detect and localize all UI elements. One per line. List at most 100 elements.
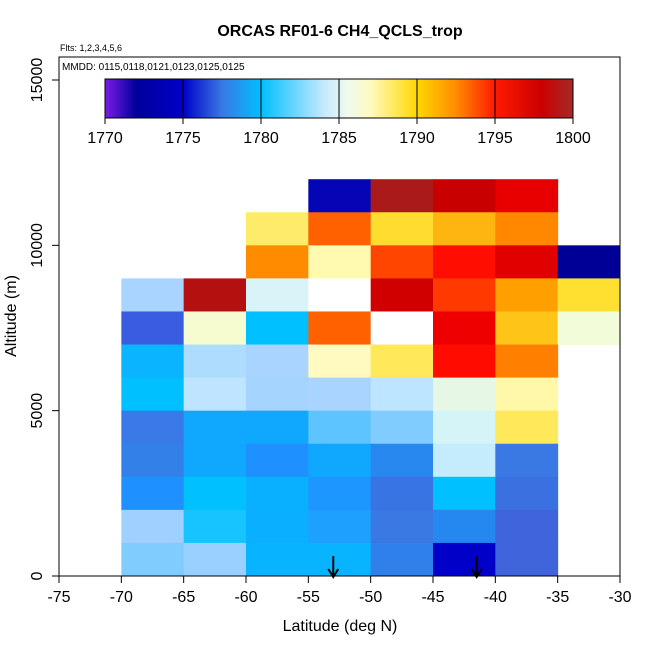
heatmap-cell — [308, 509, 372, 544]
heatmap-cell — [495, 476, 559, 511]
arrow-markers — [327, 556, 483, 579]
heatmap-cell — [495, 410, 559, 445]
arrow-head — [327, 568, 340, 579]
heatmap-cell — [308, 410, 372, 445]
heatmap-cell — [433, 245, 496, 279]
heatmap-cell — [495, 311, 559, 346]
heatmap-cell — [370, 410, 434, 445]
y-tick-label: 0 — [29, 571, 46, 580]
x-tick-label: -45 — [421, 589, 444, 606]
x-tick-label: -35 — [546, 589, 569, 606]
heatmap-cell — [557, 278, 621, 312]
heatmap-cell — [495, 245, 559, 279]
heatmap-cell — [121, 344, 185, 379]
heatmap-cell — [246, 443, 309, 478]
down-arrow-icon — [327, 556, 340, 579]
heatmap-cell — [183, 476, 247, 511]
y-axis: 0 5000 10000 15000 — [29, 58, 59, 580]
heatmap-cell — [183, 344, 247, 379]
heatmap-cell — [433, 212, 496, 246]
heatmap-cell — [433, 410, 496, 445]
heatmap-cell — [433, 443, 496, 478]
x-tick-label: -30 — [608, 589, 631, 606]
y-tick-label: 10000 — [29, 223, 46, 268]
heatmap-cell — [308, 245, 372, 279]
colorbar-tick-label: 1780 — [243, 130, 279, 147]
heatmap-cell — [246, 344, 309, 379]
heatmap-cell — [495, 509, 559, 544]
heatmap-cell — [183, 377, 247, 412]
y-tick-label: 15000 — [29, 58, 46, 103]
flights-label: Flts: 1,2,3,4,5,6 — [60, 43, 122, 53]
colorbar-tick-label: 1800 — [555, 130, 591, 147]
heatmap-cell — [557, 245, 621, 279]
heatmap-cell — [308, 377, 372, 412]
heatmap-cell — [121, 542, 185, 577]
heatmap-cell — [246, 245, 309, 279]
heatmap-cell — [121, 377, 185, 412]
heatmap-cell — [370, 245, 434, 279]
heatmap-cell — [121, 410, 185, 445]
heatmap-cell — [433, 542, 496, 577]
heatmap-cell — [246, 212, 309, 246]
heatmap-cell — [183, 311, 247, 346]
heatmap-cell — [121, 476, 185, 511]
heatmap-cell — [246, 542, 309, 577]
heatmap-cell — [557, 311, 621, 346]
heatmap-cell — [246, 509, 309, 544]
heatmap-cell — [308, 179, 372, 213]
x-tick-label: -40 — [484, 589, 507, 606]
x-axis-label: Latitude (deg N) — [283, 618, 398, 635]
heatmap-cell — [433, 278, 496, 312]
colorbar-tick-label: 1785 — [321, 130, 357, 147]
heatmap-cell — [370, 212, 434, 246]
y-axis-label: Altitude (m) — [3, 275, 20, 357]
heatmap-cell — [308, 443, 372, 478]
heatmap-cell — [433, 476, 496, 511]
heatmap-cell — [183, 509, 247, 544]
heatmap-cell — [183, 443, 247, 478]
heatmap-cell — [246, 311, 309, 346]
heatmap-cell — [246, 278, 309, 312]
x-tick-label: -55 — [297, 589, 320, 606]
heatmap-cell — [308, 542, 372, 577]
x-tick-label: -75 — [47, 589, 70, 606]
heatmap-cell — [495, 377, 559, 412]
heatmap-cell — [370, 344, 434, 379]
heatmap-cell — [433, 311, 496, 346]
heatmap-cell — [370, 476, 434, 511]
heatmap-cells — [121, 179, 621, 577]
colorbar-tick-label: 1770 — [87, 130, 123, 147]
heatmap-cell — [370, 311, 434, 346]
x-axis: -75 -70 -65 -60 -55 -50 -45 -40 -35 -30 — [47, 576, 632, 606]
heatmap-cell — [246, 476, 309, 511]
x-tick-label: -60 — [234, 589, 257, 606]
colorbar-tick-label: 1790 — [399, 130, 435, 147]
x-tick-label: -70 — [110, 589, 133, 606]
heatmap-cell — [183, 410, 247, 445]
chart-title: ORCAS RF01-6 CH4_QCLS_trop — [217, 23, 463, 40]
heatmap-cell — [495, 278, 559, 312]
heatmap-cell — [121, 311, 185, 346]
heatmap-cell — [121, 509, 185, 544]
colorbar: 1770 1775 1780 1785 1790 1795 1800 — [87, 78, 591, 147]
plot-frame — [58, 56, 621, 577]
heatmap-cell — [433, 377, 496, 412]
heatmap-cell — [308, 278, 372, 312]
heatmap-cell — [246, 377, 309, 412]
x-tick-label: -65 — [172, 589, 195, 606]
heatmap-cell — [370, 443, 434, 478]
heatmap-cell — [246, 410, 309, 445]
arrow-head — [470, 568, 483, 579]
down-arrow-icon — [470, 556, 483, 579]
heatmap-cell — [183, 278, 247, 312]
heatmap-cell — [433, 344, 496, 379]
dates-label: MMDD: 0115,0118,0121,0123,0125,0125 — [62, 62, 245, 73]
heatmap-cell — [495, 542, 559, 577]
colorbar-tick-label: 1795 — [477, 130, 513, 147]
heatmap-cell — [308, 311, 372, 346]
heatmap-cell — [121, 278, 185, 312]
heatmap-cell — [370, 377, 434, 412]
heatmap-cell — [495, 179, 559, 213]
y-tick-label: 5000 — [29, 393, 46, 429]
